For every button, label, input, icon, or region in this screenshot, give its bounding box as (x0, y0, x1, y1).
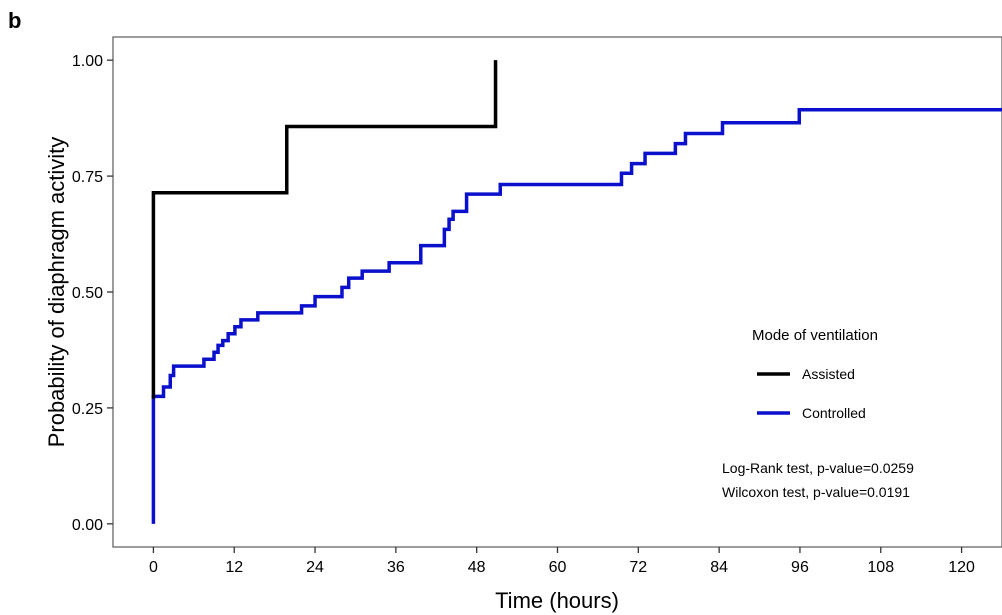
x-tick-label: 12 (225, 559, 243, 576)
x-tick-label: 120 (948, 559, 975, 576)
legend-title: Mode of ventilation (752, 327, 878, 344)
y-tick-label: 0.25 (72, 401, 103, 418)
legend-item-controlled: Controlled (757, 405, 866, 421)
y-axis: 0.00 0.25 0.50 0.75 1.00 (72, 53, 113, 534)
legend-item-assisted: Assisted (757, 366, 855, 382)
annotation-wilcoxon: Wilcoxon test, p-value=0.0191 (722, 484, 910, 500)
legend-label-assisted: Assisted (802, 366, 855, 382)
y-tick-label: 0.75 (72, 169, 103, 186)
x-tick-label: 108 (867, 559, 894, 576)
x-axis-label: Time (hours) (495, 588, 619, 613)
series-layer (151, 60, 1002, 524)
x-tick-label: 96 (791, 559, 809, 576)
y-tick-label: 0.50 (72, 285, 103, 302)
series-line-assisted (151, 60, 498, 399)
x-tick-label: 72 (629, 559, 647, 576)
x-tick-label: 60 (549, 559, 567, 576)
x-tick-label: 36 (387, 559, 405, 576)
y-tick-label: 0.00 (72, 517, 103, 534)
y-axis-label: Probability of diaphragm activity (44, 137, 69, 448)
panel-label: b (8, 8, 21, 33)
y-tick-label: 1.00 (72, 53, 103, 70)
x-tick-label: 48 (468, 559, 486, 576)
series-line-controlled (151, 108, 1002, 524)
legend-label-controlled: Controlled (802, 405, 866, 421)
x-tick-label: 84 (710, 559, 728, 576)
legend: Mode of ventilation Assisted Controlled (752, 327, 878, 421)
x-tick-label: 24 (306, 559, 324, 576)
annotation-logrank: Log-Rank test, p-value=0.0259 (722, 460, 914, 476)
x-tick-label: 0 (149, 559, 158, 576)
x-axis: 0 12 24 36 48 60 72 84 96 108 120 (149, 547, 975, 576)
